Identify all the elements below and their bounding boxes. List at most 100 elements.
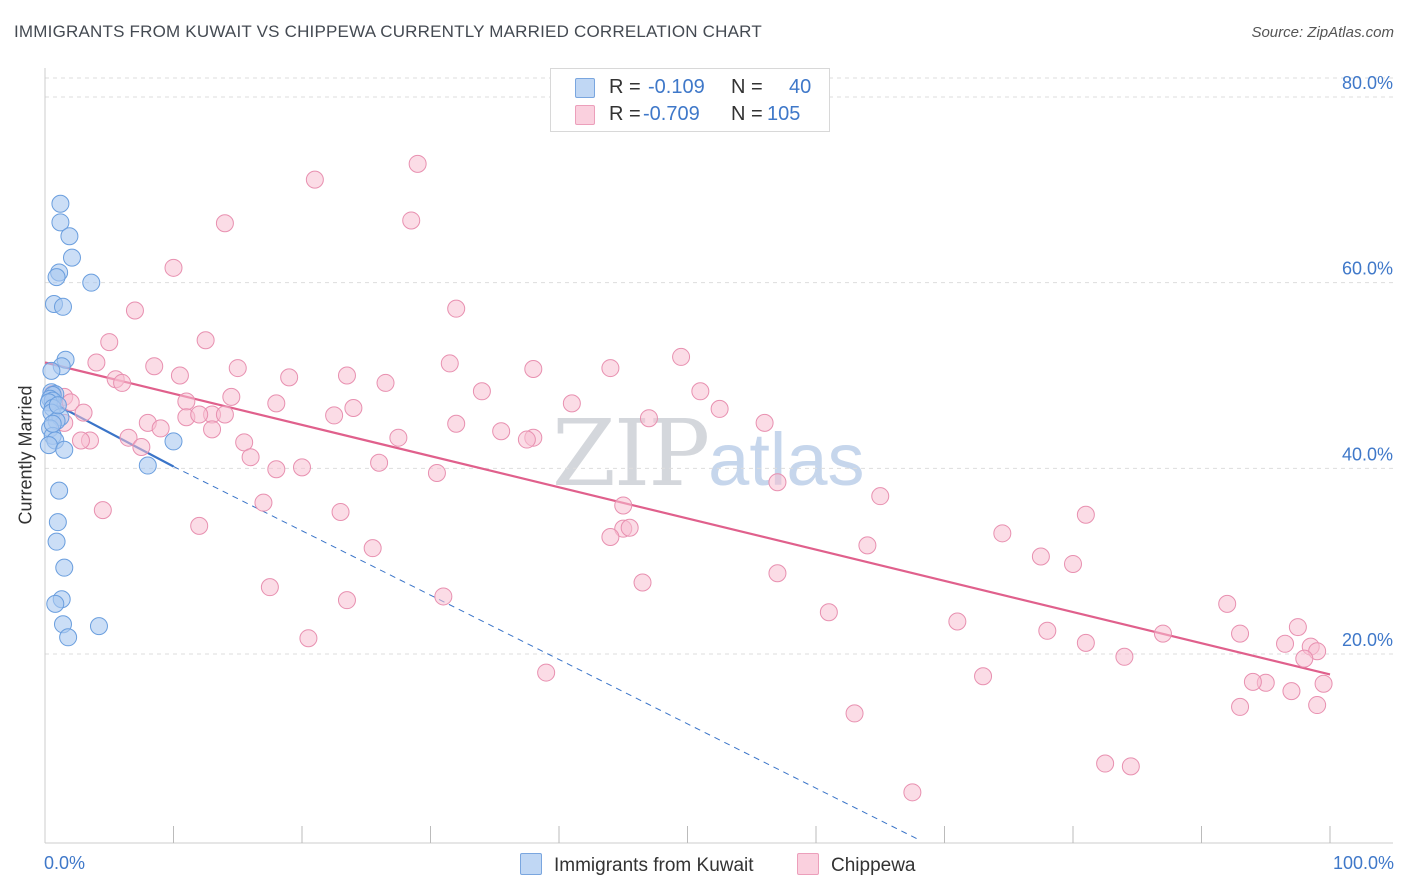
- legend-n-value: 105: [767, 103, 801, 125]
- chippewa-point: [620, 518, 639, 537]
- chippewa-point: [1064, 554, 1082, 573]
- chippewa-point: [1031, 547, 1050, 566]
- chippewa-point: [1288, 618, 1307, 637]
- chippewa-point: [132, 437, 151, 456]
- chippewa-point: [447, 299, 466, 318]
- chippewa-point: [93, 501, 112, 520]
- watermark: ZIPatlas: [552, 400, 864, 507]
- chippewa-point: [370, 453, 389, 472]
- chippewa-point: [254, 493, 273, 512]
- legend-r-label: R =: [609, 103, 641, 125]
- kuwait-legend-label: Immigrants from Kuwait: [554, 855, 754, 876]
- legend-n-label: N =: [731, 76, 763, 98]
- chippewa-point: [170, 366, 189, 385]
- chippewa-point: [447, 414, 466, 433]
- kuwait-point: [53, 297, 72, 316]
- chippewa-point: [151, 419, 170, 438]
- legend-n-label: N =: [731, 103, 763, 125]
- chippewa-point: [472, 382, 491, 401]
- chippewa-point: [74, 403, 93, 422]
- kuwait-point: [48, 513, 67, 532]
- chippewa-point: [228, 359, 247, 378]
- kuwait-point: [138, 456, 157, 475]
- chippewa-point: [871, 487, 890, 506]
- kuwait-point: [82, 273, 101, 292]
- data-points: [39, 154, 1333, 802]
- chippewa-point: [691, 382, 710, 401]
- chippewa-point: [562, 394, 581, 413]
- legend-r-value: -0.709: [643, 103, 700, 125]
- chippewa-point: [1096, 754, 1115, 773]
- chippewa-point: [280, 368, 299, 387]
- chippewa-point: [1314, 674, 1333, 693]
- chippewa-point: [125, 301, 144, 320]
- chippewa-point: [337, 366, 356, 385]
- legend-r-value: -0.109: [648, 76, 705, 98]
- chippewa-point: [845, 704, 864, 723]
- tick-labels: 20.0% 40.0% 60.0% 80.0% 0.0% 100.0%: [44, 73, 1394, 873]
- kuwait-point: [42, 361, 61, 380]
- chippewa-point: [517, 430, 536, 449]
- y-tick-label: 20.0%: [1342, 630, 1393, 650]
- chippewa-point: [196, 331, 215, 350]
- kuwait-point: [59, 628, 78, 647]
- chippewa-trend-line: [44, 361, 1331, 676]
- chippewa-point: [376, 373, 395, 392]
- bottom-legend-kuwait: Immigrants from Kuwait: [520, 853, 754, 877]
- chippewa-point: [203, 420, 222, 439]
- chippewa-point: [1231, 624, 1250, 643]
- chippewa-point: [305, 170, 324, 189]
- chippewa-point: [948, 612, 967, 631]
- chippewa-legend-swatch: [797, 853, 819, 875]
- kuwait-point: [164, 432, 183, 451]
- chippewa-point: [299, 629, 318, 648]
- chippewa-point: [601, 528, 620, 547]
- chippewa-point: [819, 603, 838, 622]
- chippewa-point: [222, 387, 241, 406]
- chippewa-point: [1076, 505, 1095, 524]
- chippewa-point: [639, 409, 658, 428]
- chippewa-point: [492, 422, 511, 441]
- kuwait-point: [51, 194, 70, 213]
- grid-lines: [45, 77, 1393, 655]
- chart-title: IMMIGRANTS FROM KUWAIT VS CHIPPEWA CURRE…: [14, 22, 762, 41]
- chippewa-point: [1282, 682, 1301, 701]
- chippewa-point: [119, 428, 138, 447]
- kuwait-legend-swatch: [520, 853, 542, 875]
- chippewa-point: [389, 428, 408, 447]
- legend-r-label: R =: [609, 76, 641, 98]
- chippewa-point: [344, 398, 363, 417]
- chippewa-point: [87, 353, 106, 372]
- kuwait-point: [62, 248, 81, 267]
- chippewa-point: [190, 405, 209, 424]
- x-tick-label-left: 0.0%: [44, 853, 85, 873]
- y-tick-label: 60.0%: [1342, 259, 1393, 279]
- chippewa-point: [1218, 594, 1237, 613]
- watermark-zip: ZIP: [552, 400, 710, 507]
- chippewa-point: [440, 354, 459, 373]
- chippewa-point: [363, 539, 382, 558]
- chippewa-point: [241, 448, 260, 467]
- chippewa-point: [974, 667, 993, 686]
- kuwait-point: [55, 440, 74, 459]
- chippewa-point: [190, 516, 209, 535]
- chippewa-point: [164, 258, 183, 277]
- chippewa-swatch: [575, 105, 595, 125]
- kuwait-point: [39, 436, 58, 455]
- chippewa-point: [672, 347, 691, 366]
- kuwait-point: [46, 594, 65, 613]
- chippewa-point: [614, 496, 633, 515]
- chippewa-point: [260, 578, 279, 597]
- chippewa-point: [537, 663, 556, 682]
- y-tick-label: 80.0%: [1342, 73, 1393, 93]
- x-tick-label-right: 100.0%: [1333, 853, 1394, 873]
- chippewa-point: [434, 587, 453, 606]
- chippewa-point: [858, 536, 877, 555]
- chippewa-point: [337, 591, 356, 610]
- chippewa-point: [710, 399, 729, 418]
- chippewa-point: [100, 333, 119, 352]
- kuwait-point: [60, 227, 79, 246]
- legend-n-value: 40: [789, 76, 812, 98]
- chippewa-point: [1243, 672, 1262, 691]
